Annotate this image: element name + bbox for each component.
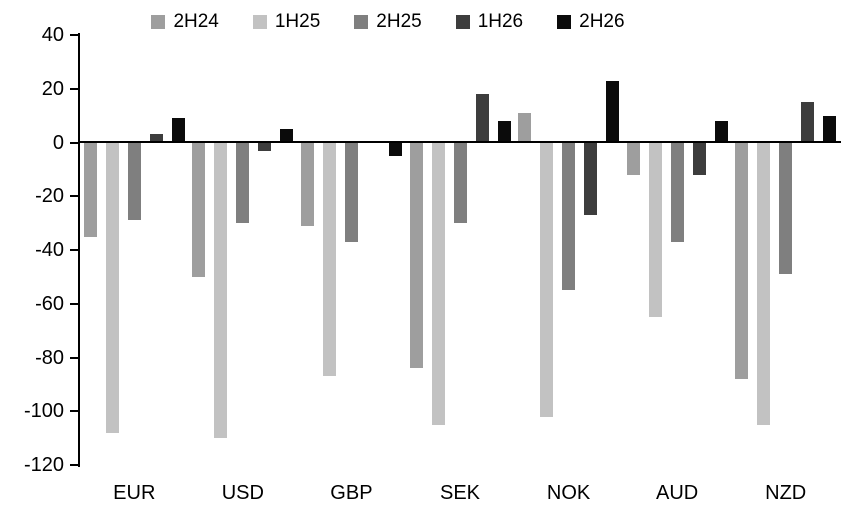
y-axis-tick-label: -20 <box>35 185 64 208</box>
bar-AUD-2H25 <box>670 142 684 242</box>
bar-USD-2H24 <box>192 142 206 277</box>
legend-swatch-icon <box>252 14 267 29</box>
bar-SEK-2H26 <box>497 121 511 143</box>
bar-AUD-1H25 <box>648 142 662 318</box>
legend-item-1H26: 1H26 <box>455 11 524 32</box>
y-axis-tick-label: -60 <box>35 292 64 315</box>
bar-GBP-2H26 <box>388 142 402 156</box>
zero-baseline <box>79 141 841 143</box>
y-axis-tick-mark <box>70 34 78 36</box>
bar-USD-2H25 <box>236 142 250 224</box>
chart-legend: 2H24 1H25 2H25 1H26 2H26 <box>0 12 852 31</box>
bar-AUD-1H26 <box>692 142 706 175</box>
bar-AUD-2H24 <box>626 142 640 175</box>
legend-item-2H24: 2H24 <box>151 11 219 32</box>
bar-NOK-2H25 <box>562 142 576 291</box>
legend-series-label: 1H26 <box>477 11 524 32</box>
legend-series-label: 2H24 <box>173 11 219 32</box>
bar-SEK-2H24 <box>409 142 423 369</box>
y-axis-line <box>78 33 80 467</box>
bar-NZD-2H24 <box>735 142 749 379</box>
bar-AUD-2H26 <box>714 121 728 143</box>
bar-NZD-2H25 <box>779 142 793 275</box>
y-axis-tick-label: 0 <box>52 131 64 154</box>
bar-NOK-2H24 <box>518 112 532 143</box>
bar-EUR-2H24 <box>83 142 97 237</box>
bar-NOK-1H26 <box>584 142 598 216</box>
x-axis-category-label: EUR <box>113 482 156 504</box>
y-axis-tick-mark <box>70 410 78 413</box>
bar-NZD-2H26 <box>823 115 837 143</box>
bar-GBP-2H25 <box>344 142 358 242</box>
bar-SEK-1H25 <box>431 142 445 425</box>
legend-series-label: 2H25 <box>376 11 422 32</box>
x-axis-category-label: USD <box>221 482 264 504</box>
y-axis-tick-label: 20 <box>41 77 64 100</box>
bar-EUR-1H26 <box>149 134 163 143</box>
y-axis-tick-mark <box>70 87 78 90</box>
bar-SEK-2H25 <box>453 142 467 224</box>
x-axis-category-label: GBP <box>330 482 373 504</box>
y-axis-tick-mark <box>70 249 78 251</box>
bar-EUR-1H25 <box>105 142 119 433</box>
legend-item-2H26: 2H26 <box>557 11 625 32</box>
y-axis-tick-mark <box>70 141 78 144</box>
y-axis-tick-label: -80 <box>35 346 64 369</box>
legend-item-1H25: 1H25 <box>252 11 321 32</box>
x-axis-category-label: SEK <box>439 482 481 504</box>
bar-NOK-1H25 <box>540 142 554 417</box>
bar-USD-2H26 <box>280 129 294 143</box>
bar-NOK-2H26 <box>606 80 620 143</box>
y-axis-tick-mark <box>70 356 78 359</box>
y-axis-tick-label: -100 <box>23 400 64 423</box>
y-axis-tick-label: 40 <box>41 24 64 46</box>
legend-swatch-icon <box>151 14 166 29</box>
x-axis-category-label: NOK <box>546 482 591 504</box>
bar-GBP-1H25 <box>322 142 336 377</box>
legend-swatch-icon <box>354 14 369 29</box>
bar-USD-1H25 <box>214 142 228 439</box>
x-axis-category-label: AUD <box>656 482 699 504</box>
legend-series-label: 1H25 <box>274 11 321 32</box>
bar-NZD-1H25 <box>757 142 771 425</box>
bar-USD-1H26 <box>258 142 272 151</box>
y-axis-tick-mark <box>70 195 78 198</box>
bar-SEK-1H26 <box>475 94 489 143</box>
y-axis-tick-mark <box>70 464 78 466</box>
y-axis-tick-label: -120 <box>23 454 64 476</box>
bar-EUR-2H25 <box>127 142 141 221</box>
bar-GBP-2H24 <box>300 142 314 226</box>
y-axis-tick-label: -40 <box>35 239 64 261</box>
legend-swatch-icon <box>455 14 470 29</box>
y-axis-tick-mark <box>70 302 78 305</box>
bar-NZD-1H26 <box>801 102 815 143</box>
legend-series-label: 2H26 <box>579 11 625 32</box>
legend-item-2H25: 2H25 <box>354 11 422 32</box>
legend-swatch-icon <box>557 14 572 29</box>
x-axis-category-label: NZD <box>765 482 807 504</box>
bar-EUR-2H26 <box>171 118 185 143</box>
